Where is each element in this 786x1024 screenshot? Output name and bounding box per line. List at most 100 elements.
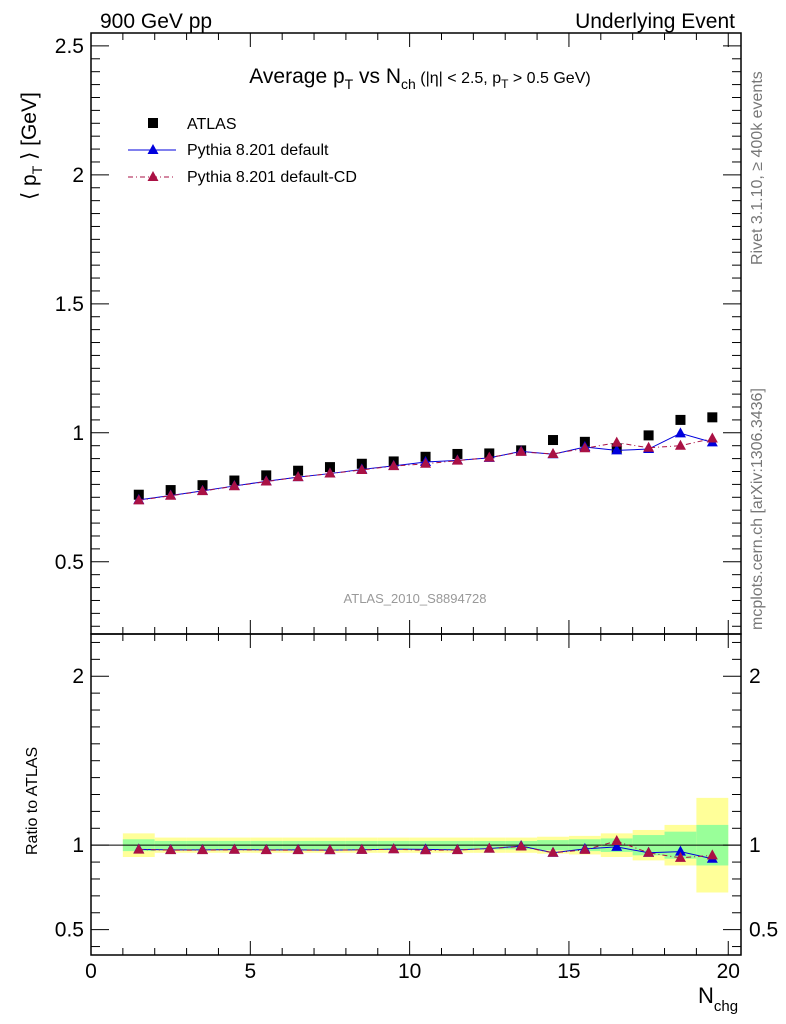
ratio-point-pythia-8-201-default-cd <box>197 844 209 855</box>
main-point-pythia-8-201-default-cd <box>356 463 368 474</box>
ratio-data-layer <box>91 797 741 893</box>
main-point-pythia-8-201-default-cd <box>133 494 145 505</box>
main-y-tick-label: 1.5 <box>55 293 84 316</box>
legend-label-atlas: ATLAS <box>187 116 237 133</box>
ratio-point-pythia-8-201-default-cd <box>515 840 527 851</box>
main-point-pythia-8-201-default-cd <box>420 457 432 468</box>
header-right-label: Underlying Event <box>575 10 735 33</box>
main-y-axis-label-sub: T <box>29 165 45 174</box>
ratio-frame <box>90 633 742 956</box>
main-y-tick-label: 0.5 <box>55 551 84 574</box>
main-line-pythia-8-201-default-cd <box>138 437 713 501</box>
ratio-y-tick-label-right: 2 <box>749 665 761 688</box>
main-point-atlas <box>643 430 654 441</box>
main-y-tick-label: 2 <box>72 164 84 187</box>
main-point-pythia-8-201-default <box>674 427 686 438</box>
ratio-point-pythia-8-201-default-cd <box>388 843 400 854</box>
main-axes: 0.5 1 1.5 2 2.5 <box>55 32 742 635</box>
main-point-pythia-8-201-default-cd <box>515 445 527 456</box>
watermark: ATLAS_2010_S8894728 <box>344 591 487 606</box>
ratio-point-pythia-8-201-default-cd <box>579 843 591 854</box>
ratio-axes: 0 5 10 15 20 0.5 0.5 1 1 2 2 <box>55 633 778 983</box>
main-point-pythia-8-201-default-cd <box>451 454 463 465</box>
title-cuts-a: (|η| < 2.5, p <box>416 70 501 87</box>
x-tick-label: 0 <box>85 960 97 983</box>
ratio-point-pythia-8-201-default-cd <box>324 844 336 855</box>
ratio-point-pythia-8-201-default-cd <box>228 843 240 854</box>
x-tick-label: 5 <box>244 960 256 983</box>
main-y-axis-label: ⟨ pT ⟩ [GeV] <box>18 92 45 200</box>
legend: ATLAS Pythia 8.201 default Pythia 8.201 … <box>128 116 357 186</box>
x-tick-label: 20 <box>717 960 740 983</box>
ratio-y-tick-label-left: 0.5 <box>55 919 84 942</box>
x-axis-label: Nchg <box>698 983 738 1015</box>
ratio-point-pythia-8-201-default-cd <box>292 844 304 855</box>
main-point-pythia-8-201-default-cd <box>292 471 304 482</box>
ratio-y-tick-label-left: 1 <box>72 834 84 857</box>
title-prefix-sub: T <box>345 76 354 92</box>
ratio-point-pythia-8-201-default-cd <box>356 843 368 854</box>
ratio-point-pythia-8-201-default-cd <box>451 844 463 855</box>
ratio-y-tick-label-left: 2 <box>72 665 84 688</box>
ratio-y-tick-label-right: 1 <box>749 834 761 857</box>
ratio-point-pythia-8-201-default-cd <box>547 846 559 857</box>
main-point-pythia-8-201-default-cd <box>547 447 559 458</box>
ratio-point-pythia-8-201-default-cd <box>260 844 272 855</box>
main-point-pythia-8-201-default-cd <box>388 460 400 471</box>
legend-label-default-cd: Pythia 8.201 default-CD <box>187 169 357 186</box>
main-y-tick-label: 1 <box>72 422 84 445</box>
x-axis-label-main: N <box>698 983 714 1008</box>
ratio-y-tick-label-right: 0.5 <box>749 919 778 942</box>
x-axis-label-sub: chg <box>714 998 738 1015</box>
main-y-axis-label-open: ⟨ p <box>18 174 41 200</box>
main-point-pythia-8-201-default-cd <box>483 451 495 462</box>
ratio-point-pythia-8-201-default-cd <box>674 851 686 862</box>
main-y-axis-label-close: ⟩ [GeV] <box>18 92 41 166</box>
main-point-pythia-8-201-default <box>611 444 623 455</box>
legend-marker-default-cd <box>147 171 159 181</box>
main-point-pythia-8-201-default-cd <box>579 442 591 453</box>
main-point-pythia-8-201-default-cd <box>611 436 623 447</box>
main-point-atlas <box>293 465 304 476</box>
header-left-label: 900 GeV pp <box>100 10 212 33</box>
mcplots-side-label: mcplots.cern.ch [arXiv:1306.3436] <box>749 388 766 630</box>
ratio-point-pythia-8-201-default-cd <box>165 844 177 855</box>
main-point-pythia-8-201-default-cd <box>706 432 718 443</box>
x-tick-label: 10 <box>398 960 421 983</box>
main-point-pythia-8-201-default-cd <box>674 439 686 450</box>
ratio-panel: 0 5 10 15 20 0.5 0.5 1 1 2 2 <box>55 633 778 983</box>
title-mid: vs N <box>353 65 401 88</box>
ratio-y-axis-label: Ratio to ATLAS <box>24 747 41 855</box>
ratio-point-pythia-8-201-default-cd <box>133 843 145 854</box>
rivet-side-label: Rivet 3.1.10, ≥ 400k events <box>749 71 766 265</box>
ratio-point-pythia-8-201-default-cd <box>420 844 432 855</box>
title-mid-sub: ch <box>401 76 416 92</box>
ratio-point-pythia-8-201-default-cd <box>643 846 655 857</box>
main-y-tick-label: 2.5 <box>55 35 84 58</box>
ratio-point-pythia-8-201-default-cd <box>611 834 623 845</box>
main-point-pythia-8-201-default-cd <box>324 467 336 478</box>
main-point-atlas <box>548 435 559 446</box>
main-point-atlas <box>675 414 686 425</box>
ratio-point-pythia-8-201-default <box>611 840 623 851</box>
main-plot-title: Average pT vs Nch (|η| < 2.5, pT > 0.5 G… <box>249 65 590 92</box>
ratio-point-pythia-8-201-default-cd <box>706 849 718 860</box>
legend-marker-default <box>147 144 159 154</box>
x-tick-label: 15 <box>557 960 580 983</box>
main-point-atlas <box>707 412 718 423</box>
main-point-atlas <box>324 462 335 473</box>
legend-label-default: Pythia 8.201 default <box>187 142 329 159</box>
main-point-pythia-8-201-default-cd <box>260 475 272 486</box>
title-prefix: Average p <box>249 65 344 88</box>
main-point-pythia-8-201-default-cd <box>643 441 655 452</box>
title-cuts-sub: T <box>501 77 509 91</box>
main-panel: ATLAS_2010_S8894728 Average pT vs Nch (|… <box>55 32 742 635</box>
main-point-pythia-8-201-default-cd <box>165 489 177 500</box>
main-point-pythia-8-201-default-cd <box>197 485 209 496</box>
title-cuts-b: > 0.5 GeV) <box>508 70 590 87</box>
main-data-layer <box>133 412 718 505</box>
main-point-atlas <box>452 448 463 459</box>
ratio-point-pythia-8-201-default <box>674 845 686 856</box>
legend-marker-atlas <box>148 118 158 128</box>
